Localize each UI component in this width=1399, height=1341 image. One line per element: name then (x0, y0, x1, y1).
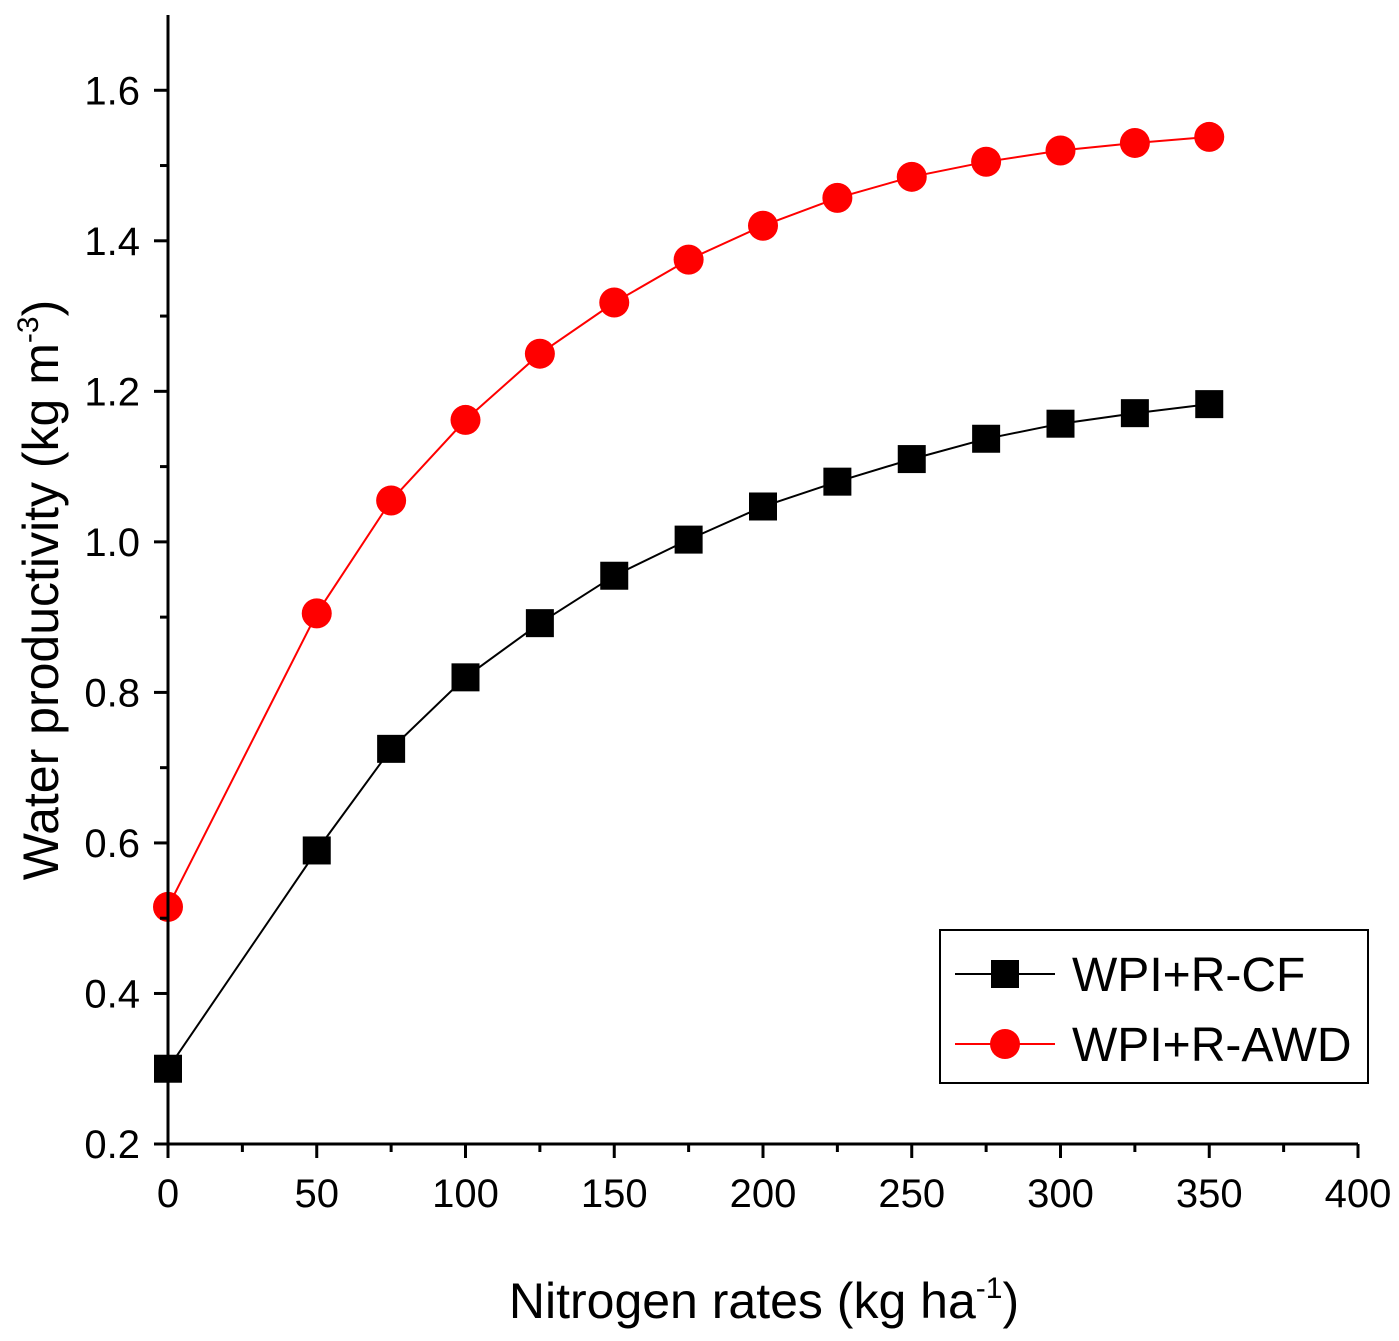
y-tick-label: 1.2 (84, 370, 140, 414)
y-axis-title: Water productivity (kg m-3) (12, 300, 69, 881)
data-point-1-11 (1045, 135, 1076, 166)
y-tick-label: 0.2 (84, 1123, 140, 1167)
y-axis-title-text: Water productivity (kg m (13, 343, 69, 880)
x-tick-label: 50 (295, 1172, 340, 1216)
data-point-0-9 (897, 445, 926, 474)
data-point-0-4 (525, 609, 554, 638)
x-tick-label: 100 (432, 1172, 499, 1216)
x-axis-title: Nitrogen rates (kg ha-1) (509, 1272, 1019, 1329)
x-axis-title-text: Nitrogen rates (kg ha (509, 1273, 976, 1329)
data-point-0-10 (972, 424, 1001, 453)
data-point-1-13 (1194, 121, 1225, 152)
x-axis-title-superscript: -1 (976, 1272, 1003, 1305)
y-ticks: 0.2 0.4 0.6 0.8 1.0 1.2 1.4 1.6 (84, 69, 168, 1167)
y-tick-label: 0.6 (84, 822, 140, 866)
y-axis-title-superscript: -3 (12, 316, 45, 343)
y-tick-label: 0.4 (84, 972, 140, 1016)
data-point-0-7 (749, 492, 777, 521)
data-point-0-8 (823, 467, 852, 496)
data-point-0-11 (1046, 409, 1075, 438)
data-point-1-12 (1119, 127, 1150, 158)
x-tick-label: 0 (157, 1172, 179, 1216)
data-point-1-4 (524, 338, 555, 369)
y-tick-label: 1.6 (84, 69, 140, 113)
x-tick-label: 150 (581, 1172, 648, 1216)
data-point-0-1 (302, 836, 331, 865)
data-point-1-5 (599, 287, 630, 318)
data-point-0-6 (674, 525, 703, 554)
y-tick-label: 0.8 (84, 671, 140, 715)
data-point-0-3 (451, 663, 480, 692)
data-point-1-7 (748, 210, 778, 241)
x-tick-label: 300 (1027, 1172, 1094, 1216)
data-point-0-12 (1120, 399, 1149, 428)
legend-label-awd: WPI+R-AWD (1072, 1019, 1352, 1072)
legend-marker-cf (991, 960, 1019, 988)
legend-label-cf: WPI+R-CF (1072, 949, 1305, 1002)
data-point-0-5 (600, 561, 629, 590)
y-tick-label: 1.4 (84, 220, 140, 264)
x-tick-label: 350 (1176, 1172, 1243, 1216)
data-point-1-8 (822, 182, 853, 213)
y-axis-title-end: ) (13, 300, 69, 317)
data-point-0-2 (377, 734, 406, 763)
data-point-1-10 (971, 146, 1002, 177)
y-tick-label: 1.0 (84, 521, 140, 565)
x-ticks: 0 50 100 150 200 250 300 350 400 (157, 1144, 1392, 1216)
x-tick-label: 250 (878, 1172, 945, 1216)
x-tick-label: 400 (1325, 1172, 1392, 1216)
legend: WPI+R-CF WPI+R-AWD (939, 929, 1369, 1084)
plot-area (153, 121, 1225, 1083)
data-point-1-9 (896, 161, 927, 192)
data-point-1-6 (673, 244, 704, 275)
legend-marker-awd (990, 1029, 1020, 1059)
x-axis-title-end: ) (1002, 1273, 1019, 1329)
x-tick-label: 200 (730, 1172, 797, 1216)
data-point-1-1 (301, 598, 332, 629)
data-point-0-13 (1195, 390, 1224, 419)
data-point-1-2 (376, 485, 407, 516)
data-point-1-3 (450, 404, 481, 435)
